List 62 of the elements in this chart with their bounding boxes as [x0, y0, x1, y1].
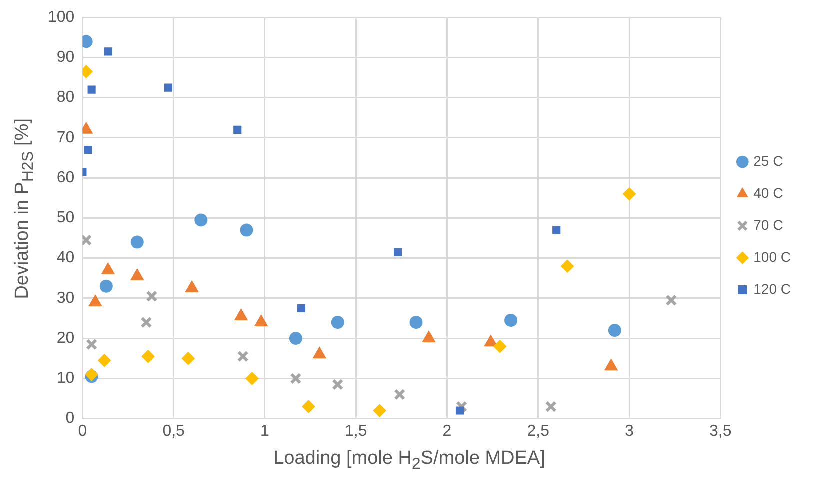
y-tick-label: 0: [66, 410, 75, 428]
point: [410, 316, 423, 330]
point: [164, 84, 172, 92]
y-tick-label: 100: [48, 9, 75, 26]
x-tick-label: 1: [260, 422, 270, 440]
point: [146, 290, 158, 302]
point: [552, 226, 561, 234]
point: [623, 188, 636, 201]
point: [394, 388, 406, 400]
point: [302, 400, 316, 414]
point: [331, 316, 344, 330]
legend-label: 70 C: [754, 216, 784, 233]
y-tick-label: 60: [56, 169, 75, 186]
point: [84, 146, 92, 154]
y-tick-label: 80: [56, 89, 75, 106]
y-tick-label: 10: [56, 370, 75, 388]
point: [237, 350, 249, 362]
y-tick-label: 40: [56, 250, 75, 267]
point: [561, 260, 574, 273]
legend-label: 40 C: [754, 184, 784, 201]
point: [86, 338, 98, 350]
y-tick-label: 50: [56, 210, 75, 227]
x-tick-label: 3,5: [710, 422, 732, 440]
point: [456, 401, 468, 413]
point: [130, 236, 144, 249]
x-tick-label: 2: [442, 422, 452, 440]
x-tick-label: 2,5: [527, 422, 550, 440]
point: [142, 350, 155, 364]
point: [194, 214, 208, 227]
y-tick-label: 30: [56, 290, 75, 307]
point: [504, 314, 518, 328]
point: [182, 352, 195, 366]
legend-label: 120 C: [754, 280, 791, 297]
x-axis-title: Loading [mole H$_{2}$S/mole MDEA]: [272, 448, 546, 474]
y-tick-label: 20: [56, 330, 75, 347]
point: [332, 378, 344, 390]
point: [289, 332, 302, 346]
point: [608, 324, 622, 338]
y-tick-label: 90: [56, 49, 75, 66]
point: [666, 294, 678, 306]
y-tick-label: 70: [56, 129, 75, 146]
point: [104, 48, 112, 56]
legend-label: 100 C: [754, 248, 791, 265]
point: [88, 86, 96, 94]
point: [373, 404, 386, 418]
x-tick-label: 3: [625, 422, 634, 440]
x-tick-label: 0,5: [162, 422, 186, 440]
legend-label: 25 C: [754, 152, 784, 169]
point: [494, 340, 507, 354]
point: [290, 372, 302, 384]
point: [140, 316, 152, 328]
point: [297, 304, 306, 313]
x-tick-label: 1,5: [344, 422, 368, 440]
point: [100, 280, 113, 293]
point: [234, 126, 242, 134]
point: [246, 372, 259, 386]
point: [394, 248, 402, 256]
point: [98, 354, 112, 368]
point: [240, 224, 254, 237]
x-tick-label: 0: [78, 422, 88, 440]
point: [545, 401, 557, 413]
point: [456, 406, 464, 415]
